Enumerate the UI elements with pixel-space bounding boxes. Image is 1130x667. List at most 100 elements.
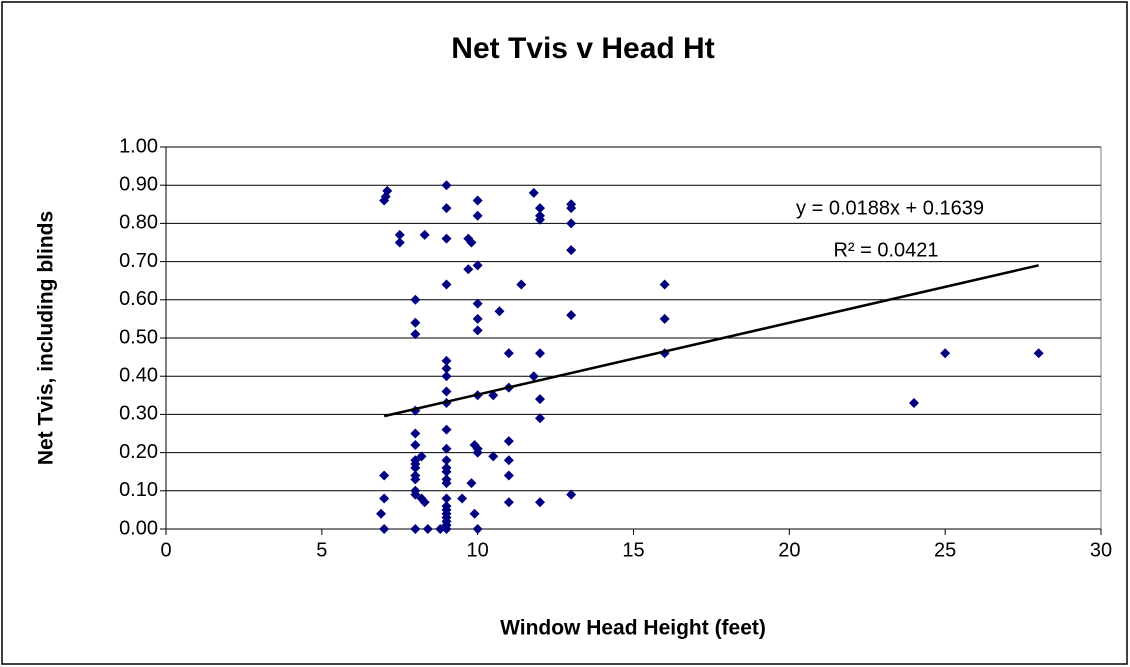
data-point (457, 493, 468, 504)
data-point (463, 264, 474, 275)
data-point (379, 470, 390, 481)
data-point (469, 508, 480, 519)
data-point (472, 195, 483, 206)
x-tick-label: 30 (1090, 539, 1112, 561)
data-point (535, 203, 545, 214)
data-point (441, 180, 452, 191)
x-axis-label: Window Head Height (feet) (500, 617, 766, 640)
x-tick-label: 20 (778, 539, 800, 561)
y-tick-label: 0.30 (119, 403, 158, 425)
data-point (376, 508, 387, 519)
data-point (909, 397, 919, 408)
data-point (441, 466, 452, 477)
y-axis-label: Net Tvis, including blinds (35, 211, 58, 465)
data-point (410, 294, 421, 305)
y-tick-label: 0.00 (119, 517, 158, 539)
data-point (394, 229, 405, 240)
data-point (566, 218, 577, 229)
data-point (422, 524, 433, 534)
data-point (410, 474, 421, 485)
y-tick-label: 1.00 (119, 135, 158, 157)
y-tick-label: 0.80 (119, 212, 158, 234)
data-point (416, 451, 427, 462)
data-point (379, 524, 390, 534)
x-tick-label: 25 (934, 539, 956, 561)
data-point (566, 310, 577, 321)
y-tick-label: 0.60 (119, 288, 158, 310)
data-point (503, 348, 514, 359)
data-point (566, 203, 577, 214)
data-point (566, 489, 577, 500)
data-point (940, 348, 951, 359)
r-squared: R² = 0.0421 (833, 239, 938, 261)
y-tick-label: 0.20 (119, 441, 158, 463)
data-point (441, 455, 452, 466)
y-tick-label: 0.10 (119, 479, 158, 501)
data-point (488, 451, 499, 462)
data-point (472, 524, 483, 534)
data-point (472, 325, 483, 336)
data-point (410, 524, 421, 534)
x-tick-label: 5 (316, 539, 327, 561)
data-point (441, 371, 452, 382)
data-point (472, 313, 483, 324)
x-tick-label: 0 (160, 539, 171, 561)
data-point (380, 191, 391, 202)
data-point (410, 462, 421, 473)
data-point (419, 229, 430, 240)
y-tick-label: 0.40 (119, 364, 158, 386)
data-point (379, 493, 390, 504)
data-point (441, 443, 452, 454)
y-tick-label: 0.90 (119, 173, 158, 195)
data-point (441, 424, 452, 435)
trendline-equation: y = 0.0188x + 0.1639 (796, 197, 984, 219)
data-point (441, 493, 452, 504)
data-point (441, 386, 452, 397)
chart-title: Net Tvis v Head Ht (451, 32, 714, 65)
data-point (466, 478, 477, 489)
data-point (410, 428, 421, 439)
data-point (441, 524, 452, 534)
data-point (503, 455, 514, 466)
x-tick-label: 10 (467, 539, 489, 561)
x-tick-label: 15 (622, 539, 644, 561)
data-point (394, 237, 405, 248)
data-point (535, 214, 545, 225)
data-point (494, 306, 505, 317)
data-point (410, 329, 421, 340)
data-point (503, 497, 514, 508)
data-point (516, 279, 527, 290)
data-point (441, 363, 452, 374)
data-point (441, 478, 452, 489)
data-point (472, 210, 483, 221)
data-point (472, 447, 483, 458)
data-point (441, 233, 452, 244)
data-point (535, 497, 545, 508)
data-point (566, 245, 577, 256)
data-point (1033, 348, 1044, 359)
data-point (503, 470, 514, 481)
data-point (419, 497, 430, 508)
data-point (410, 317, 421, 328)
data-point (441, 203, 452, 214)
y-tick-label: 0.50 (119, 326, 158, 348)
data-point (503, 436, 514, 447)
data-point (535, 394, 545, 405)
data-point (659, 313, 670, 324)
data-point (410, 489, 421, 500)
data-point (472, 298, 483, 309)
data-point (528, 371, 539, 382)
data-point (472, 260, 483, 271)
data-point (441, 279, 452, 290)
trendline (383, 264, 1039, 418)
data-point (435, 524, 446, 534)
data-point (528, 187, 539, 198)
data-point (466, 237, 477, 248)
data-point (535, 348, 545, 359)
data-point (441, 355, 452, 366)
data-point (535, 413, 545, 424)
y-tick-label: 0.70 (119, 250, 158, 272)
data-point (659, 279, 670, 290)
data-point (410, 439, 421, 450)
